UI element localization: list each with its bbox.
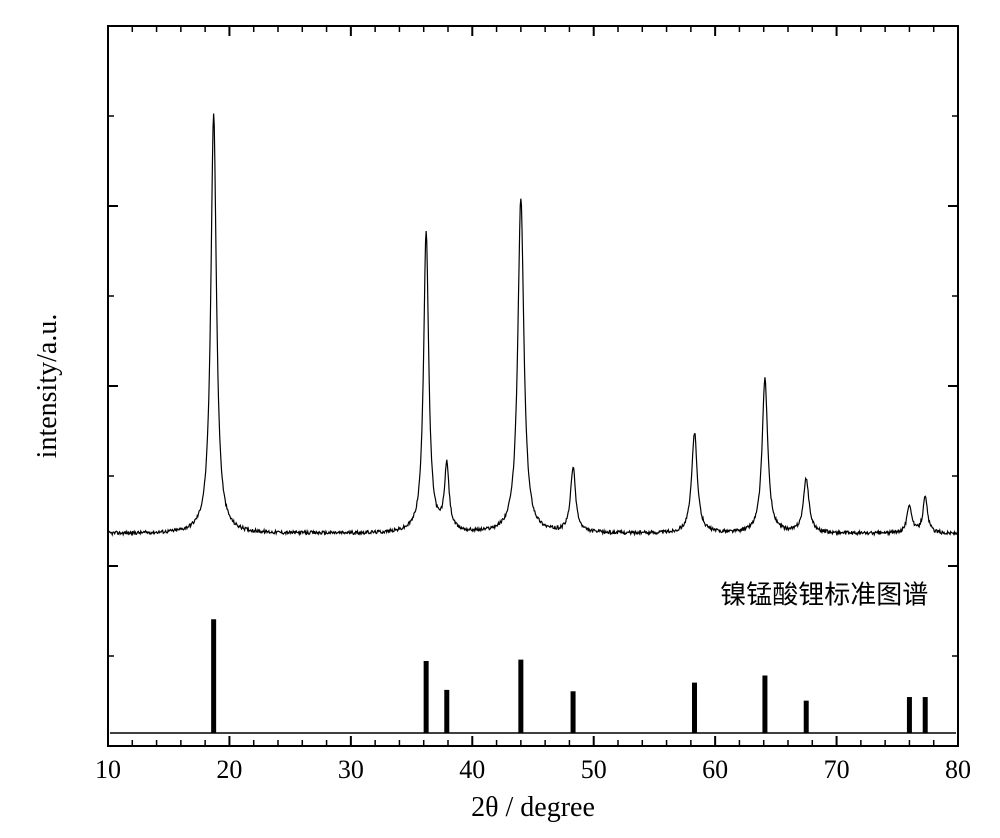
- x-tick-label: 60: [702, 755, 728, 784]
- x-tick-label: 70: [824, 755, 850, 784]
- reference-label: 镍锰酸锂标准图谱: [720, 580, 928, 609]
- x-tick-label: 50: [581, 755, 607, 784]
- x-tick-label: 30: [338, 755, 364, 784]
- chart-svg: 10 20 30 40 50 60 70 80 2θ / degree intensity/a.u…: [0, 0, 1000, 838]
- x-tick-label: 80: [945, 755, 971, 784]
- x-tick-label: 20: [216, 755, 242, 784]
- x-tick-label: 40: [459, 755, 485, 784]
- x-tick-label: 10: [95, 755, 121, 784]
- x-axis-label: 2θ / degree: [471, 792, 595, 823]
- xrd-chart: 10 20 30 40 50 60 70 80 2θ / degree intensity/a.u…: [0, 0, 1000, 838]
- y-axis-label: intensity/a.u.: [32, 314, 63, 459]
